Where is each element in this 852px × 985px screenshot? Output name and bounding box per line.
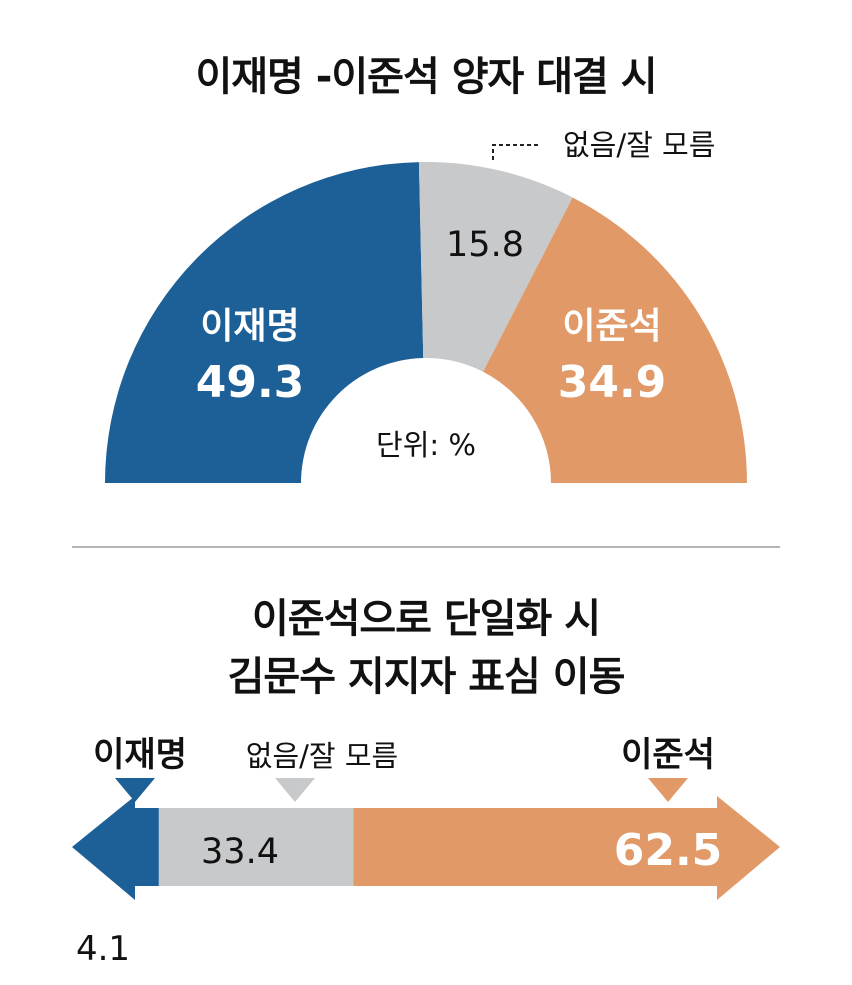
chart-title-line-1: 이준석으로 단일화 시 — [251, 596, 601, 642]
chart-title-line-2: 김문수 지지자 표심 이동 — [227, 654, 626, 700]
slice-dont-know — [418, 162, 573, 372]
slice-lee-jaemyung — [105, 162, 424, 483]
slice-label-dont-know: 없음/잘 모름 — [563, 128, 715, 162]
pointer-lee-junseok — [648, 778, 688, 802]
slice-label-lee-junseok: 이준석 — [562, 306, 661, 347]
slice-value-lee-junseok: 34.9 — [558, 357, 667, 408]
chart-title-head-to-head: 이재명 -이준석 양자 대결 시 — [195, 54, 657, 100]
segment-dont-know — [158, 808, 354, 886]
segment-label-lee-junseok: 이준석 — [621, 735, 715, 775]
semicircle-chart: 없음/잘 모름 이재명 49.3 15.8 이준석 34.9 단위: % — [105, 128, 747, 483]
slice-value-lee-jaemyung: 49.3 — [196, 357, 305, 408]
leader-line-dont-know — [492, 144, 540, 160]
segment-label-lee-jaemyung: 이재명 — [93, 735, 187, 775]
pointer-lee-jaemyung — [115, 778, 155, 802]
chart-title-vote-shift: 이준석으로 단일화 시 김문수 지지자 표심 이동 — [0, 590, 852, 706]
arrow-bar-chart: 이재명 없음/잘 모름 이준석 33.4 62.5 4.1 — [72, 735, 780, 969]
segment-label-dont-know: 없음/잘 모름 — [246, 739, 398, 773]
segment-lee-junseok — [353, 796, 780, 900]
pointer-dont-know — [275, 778, 315, 802]
segment-value-dont-know: 33.4 — [201, 832, 279, 872]
segment-value-lee-jaemyung: 4.1 — [76, 929, 130, 969]
slice-label-lee-jaemyung: 이재명 — [200, 306, 299, 347]
slice-value-dont-know: 15.8 — [446, 225, 524, 265]
unit-note: 단위: % — [376, 428, 476, 462]
segment-lee-jaemyung — [72, 796, 159, 900]
segment-value-lee-junseok: 62.5 — [614, 825, 723, 876]
section-divider — [72, 546, 780, 548]
slice-lee-junseok — [483, 197, 747, 483]
